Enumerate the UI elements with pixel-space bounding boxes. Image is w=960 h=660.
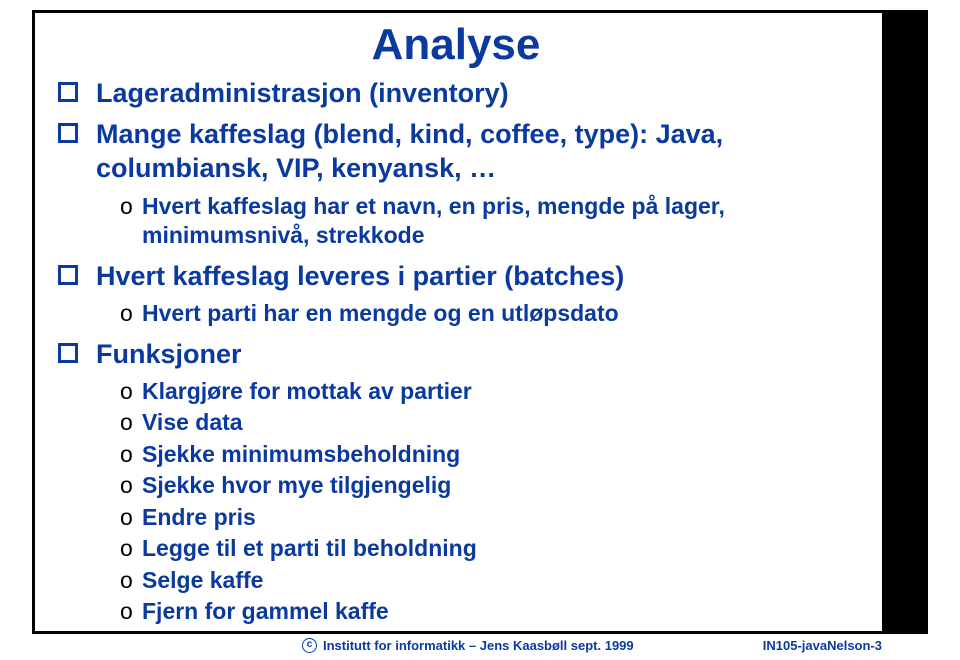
o-bullet-icon: o (120, 299, 142, 328)
o-bullet-icon: o (120, 440, 142, 469)
slide: Analyse Lageradministrasjon (inventory) … (0, 0, 960, 660)
square-bullet-icon (58, 82, 78, 102)
o-bullet-icon: o (120, 503, 142, 532)
slide-title: Analyse (32, 20, 880, 70)
o-bullet-icon: o (120, 597, 142, 626)
footer-left: c Institutt for informatikk – Jens Kaasb… (302, 638, 634, 653)
sub-text: Sjekke minimumsbeholdning (142, 440, 870, 469)
sub-item: o Hvert parti har en mengde og en utløps… (120, 299, 870, 328)
sub-text: Hvert parti har en mengde og en utløpsda… (142, 299, 870, 328)
sub-text: Sjekke hvor mye tilgjengelig (142, 471, 870, 500)
copyright-icon: c (302, 638, 317, 653)
right-black-bar (882, 10, 928, 634)
sub-text: Fjern for gammel kaffe (142, 597, 870, 626)
footer: c Institutt for informatikk – Jens Kaasb… (32, 635, 882, 655)
o-bullet-icon: o (120, 377, 142, 406)
sub-text: Selge kaffe (142, 566, 870, 595)
sub-item: oLegge til et parti til beholdning (120, 534, 870, 563)
border-top (32, 10, 928, 13)
bullet-1: Lageradministrasjon (inventory) (58, 76, 870, 111)
bullet-2-sub: o Hvert kaffeslag har et navn, en pris, … (120, 192, 870, 251)
sub-item: oSjekke minimumsbeholdning (120, 440, 870, 469)
square-bullet-icon (58, 265, 78, 285)
sub-item: oKlargjøre for mottak av partier (120, 377, 870, 406)
sub-item: oVise data (120, 408, 870, 437)
sub-text: Endre pris (142, 503, 870, 532)
bullet-4-text: Funksjoner (96, 337, 870, 372)
bullet-2: Mange kaffeslag (blend, kind, coffee, ty… (58, 117, 870, 186)
sub-item: oSelge kaffe (120, 566, 870, 595)
bullet-3-text: Hvert kaffeslag leveres i partier (batch… (96, 259, 870, 294)
border-left (32, 10, 35, 634)
bullet-1-text: Lageradministrasjon (inventory) (96, 76, 870, 111)
bullet-2-text: Mange kaffeslag (blend, kind, coffee, ty… (96, 117, 870, 186)
sub-item: o Hvert kaffeslag har et navn, en pris, … (120, 192, 870, 251)
square-bullet-icon (58, 123, 78, 143)
bullet-4: Funksjoner (58, 337, 870, 372)
o-bullet-icon: o (120, 192, 142, 221)
sub-text: Hvert kaffeslag har et navn, en pris, me… (142, 192, 870, 251)
bullet-4-sub: oKlargjøre for mottak av partier oVise d… (120, 377, 870, 627)
sub-item: oSjekke hvor mye tilgjengelig (120, 471, 870, 500)
o-bullet-icon: o (120, 534, 142, 563)
sub-text: Klargjøre for mottak av partier (142, 377, 870, 406)
o-bullet-icon: o (120, 566, 142, 595)
sub-item: oFjern for gammel kaffe (120, 597, 870, 626)
square-bullet-icon (58, 343, 78, 363)
o-bullet-icon: o (120, 471, 142, 500)
sub-text: Vise data (142, 408, 870, 437)
bullet-3-sub: o Hvert parti har en mengde og en utløps… (120, 299, 870, 328)
o-bullet-icon: o (120, 408, 142, 437)
slide-content: Lageradministrasjon (inventory) Mange ka… (58, 76, 870, 635)
footer-left-text: Institutt for informatikk – Jens Kaasbøl… (323, 638, 634, 653)
sub-item: oEndre pris (120, 503, 870, 532)
sub-text: Legge til et parti til beholdning (142, 534, 870, 563)
bullet-3: Hvert kaffeslag leveres i partier (batch… (58, 259, 870, 294)
footer-right: IN105-javaNelson-3 (763, 638, 882, 653)
